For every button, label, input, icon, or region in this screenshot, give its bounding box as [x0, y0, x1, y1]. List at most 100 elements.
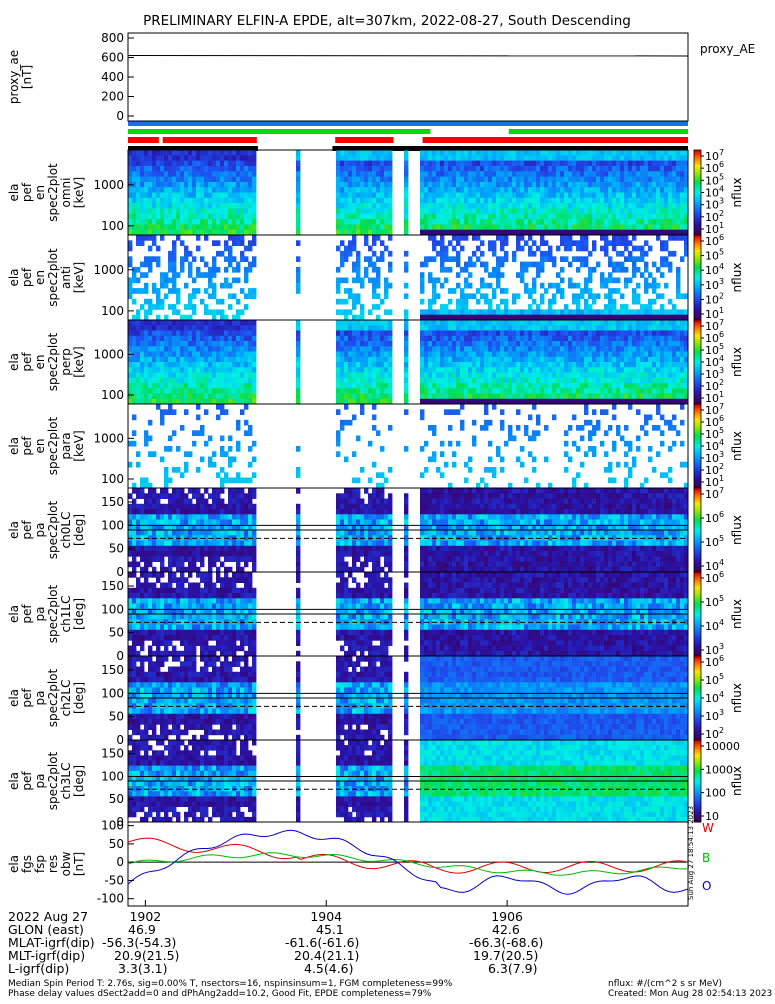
colorbar-tick-label: 103 [705, 277, 724, 292]
y-tick-label: 100 [101, 472, 124, 486]
panel-ylabel: perp [59, 348, 73, 376]
colorbar-tick-label: 107 [705, 486, 724, 501]
panel-ylabel: pef [20, 688, 34, 708]
colorbar-tick-label: 104 [705, 262, 724, 277]
footer-line-2: Phase delay values dSect2add=0 and dPhAn… [8, 989, 431, 999]
y-tick-label: 1000 [93, 178, 124, 192]
y-tick-label: 50 [109, 792, 124, 806]
y-tick-label: 150 [101, 579, 124, 593]
y-tick-label: 400 [101, 70, 124, 84]
panel-ylabel: pa [33, 691, 47, 706]
colorbar-tick-label: 106 [705, 233, 724, 248]
panel-ylabel: pef [20, 182, 34, 202]
chart-title: PRELIMINARY ELFIN-A EPDE, alt=307km, 202… [143, 13, 631, 29]
y-tick-label: 100 [101, 304, 124, 318]
panel-ylabel: [deg] [72, 514, 86, 546]
coverage-bar-green [128, 129, 430, 134]
y-tick-label: 0 [116, 109, 124, 123]
proxy-ae-legend: proxy_AE [700, 42, 755, 56]
panel-ylabel: [deg] [72, 765, 86, 797]
colorbar-tick-label: 10000 [705, 740, 740, 753]
y-tick-label: 0 [116, 855, 124, 869]
panel-ylabel: anti [59, 266, 73, 289]
panel-ylabel: pef [20, 520, 34, 540]
series-legend: W [702, 821, 714, 835]
eph-value: 6.3(7.9) [488, 963, 538, 976]
y-tick-label: 100 [101, 219, 124, 233]
panel-ylabel: [nT] [20, 65, 34, 89]
y-tick-label: 100 [101, 518, 124, 532]
panel-ylabel: spec2plot [46, 248, 60, 307]
footer-right-1: nflux: #/(cm^2 s sr MeV) [608, 979, 722, 989]
panel-ylabel: [nT] [72, 852, 86, 876]
colorbar-label: nflux [730, 599, 744, 629]
panel-ylabel: ela [7, 521, 21, 539]
series-legend: O [702, 879, 711, 893]
panel-ylabel: ela [7, 772, 21, 790]
panel-ylabel: pef [20, 267, 34, 287]
colorbar-label: nflux [730, 178, 744, 208]
colorbar-tick-label: 105 [705, 534, 724, 549]
colorbar-label: nflux [730, 683, 744, 713]
panel-ylabel: spec2plot [46, 500, 60, 559]
colorbar-label: nflux [730, 515, 744, 545]
colorbar-tick-label: 103 [705, 708, 724, 723]
colorbar-tick-label: 1000 [705, 763, 733, 776]
coverage-bar-red [423, 137, 688, 143]
panel-ylabel: spec2plot [46, 163, 60, 222]
y-tick-label: 600 [101, 51, 124, 65]
colorbar-label: nflux [730, 263, 744, 293]
coverage-bar-red [335, 137, 393, 143]
colorbar-label: nflux [730, 347, 744, 377]
colorbar-tick-label: 105 [705, 594, 724, 609]
panel-ylabel: pef [20, 604, 34, 624]
colorbar-tick-label: 106 [705, 654, 724, 669]
panel-ylabel: ela [7, 605, 21, 623]
coverage-bar-red [163, 137, 257, 143]
heatmap-cells [128, 404, 688, 489]
y-tick-label: 100 [101, 769, 124, 783]
y-tick-label: 150 [101, 663, 124, 677]
panel-ylabel: [keV] [72, 177, 86, 208]
colorbar-tick-label: 100 [705, 787, 726, 800]
coverage-bar-blue [128, 121, 688, 126]
colorbar-tick-label: 105 [705, 248, 724, 263]
series-legend: B [702, 851, 710, 865]
heatmap-cells [128, 320, 688, 405]
panel-ylabel: en [33, 185, 47, 200]
y-tick-label: 50 [109, 837, 124, 851]
panel-ylabel: res [46, 855, 60, 873]
y-tick-label: -100 [97, 892, 124, 906]
eph-value: 3.3(3.1) [118, 963, 168, 976]
colorbar-tick-label: 102 [705, 726, 724, 741]
colorbar-tick-label: 106 [705, 570, 724, 585]
eph-value: 4.5(4.6) [304, 963, 354, 976]
y-tick-label: 1000 [93, 263, 124, 277]
panel-ylabel: [deg] [72, 598, 86, 630]
panel-ylabel: spec2plot [46, 332, 60, 391]
panel-ylabel: en [33, 270, 47, 285]
panel-ylabel: omni [59, 178, 73, 208]
panel-ylabel: en [33, 439, 47, 454]
colorbar-tick-label: 105 [705, 672, 724, 687]
y-tick-label: 800 [101, 31, 124, 45]
y-tick-label: 50 [109, 626, 124, 640]
panel-ylabel: fsp [33, 855, 47, 873]
panel-ylabel: para [59, 432, 73, 459]
coverage-bar-red [128, 137, 159, 143]
coverage-bars [128, 121, 688, 152]
